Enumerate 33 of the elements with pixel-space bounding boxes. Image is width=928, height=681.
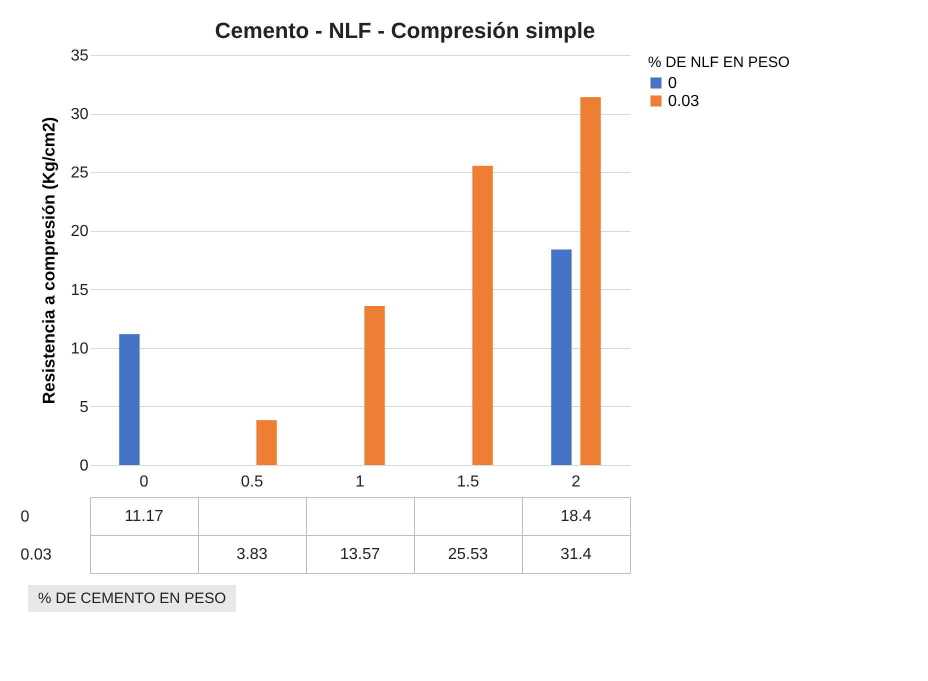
x-tick-label: 0.5 <box>240 474 264 490</box>
y-tick-label: 10 <box>70 340 89 358</box>
bar <box>256 420 277 465</box>
y-axis-title: Resistencia a compresión (Kg/cm2) <box>40 116 59 404</box>
y-tick-label: 5 <box>80 398 89 416</box>
legend-label: 0.03 <box>668 93 700 110</box>
legend-label: 0 <box>668 75 677 92</box>
data-label: 11.17 <box>124 508 164 525</box>
data-label: 25.53 <box>448 546 488 563</box>
y-tick-label: 0 <box>80 458 89 474</box>
bar <box>364 306 385 465</box>
y-tick-label: 20 <box>70 223 89 240</box>
text: 0.03 <box>20 546 52 564</box>
y-tick-label: 30 <box>70 106 89 124</box>
x-tick-label: 0 <box>140 474 149 490</box>
bar <box>580 97 601 465</box>
x-tick-label: 1.5 <box>456 474 480 490</box>
y-tick-label: 35 <box>70 48 89 64</box>
chart-title: Cemento - NLF - Compresión simple <box>214 18 596 43</box>
category-label: 0 <box>20 508 30 526</box>
data-label: 3.83 <box>236 546 268 563</box>
text: % DE CEMENTO EN PESO <box>28 585 236 612</box>
legend-title: % DE NLF EN PESO <box>648 54 790 71</box>
x-tick-label: 2 <box>572 474 581 490</box>
bar <box>472 166 493 465</box>
y-tick-label: 25 <box>70 164 89 182</box>
x-tick-label: 1 <box>356 474 365 490</box>
bar <box>551 249 572 465</box>
bar <box>119 334 140 465</box>
data-label: 31.4 <box>560 546 592 563</box>
data-label: 13.57 <box>340 546 380 563</box>
y-tick-label: 15 <box>70 282 89 299</box>
data-label: 18.4 <box>560 508 592 525</box>
